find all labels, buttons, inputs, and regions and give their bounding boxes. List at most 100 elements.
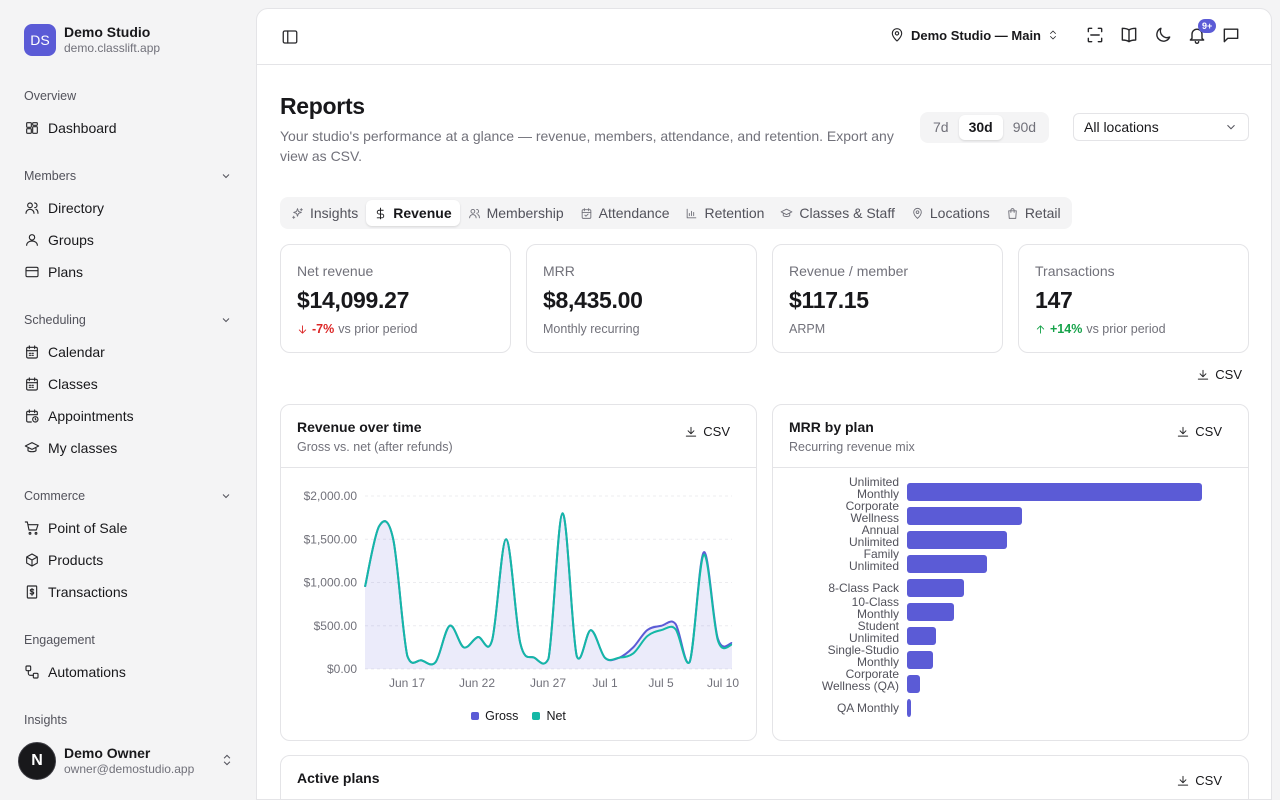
- net-series-line: [364, 512, 733, 666]
- revenue-over-time-card: Revenue over time Gross vs. net (after r…: [280, 404, 757, 741]
- sidebar-item-appointments[interactable]: Appointments: [24, 400, 232, 432]
- nav-group-header[interactable]: Scheduling: [24, 310, 232, 330]
- nav-group-header[interactable]: Commerce: [24, 486, 232, 506]
- range-selector: 7d 30d 90d: [920, 112, 1050, 143]
- kpi-label: Revenue / member: [789, 263, 909, 279]
- tab-retention[interactable]: Retention: [677, 200, 772, 226]
- scan-icon[interactable]: [1085, 25, 1105, 47]
- tab-attendance[interactable]: Attendance: [572, 200, 678, 226]
- page-title: Reports: [280, 93, 365, 119]
- tab-label: Classes & Staff: [799, 205, 895, 221]
- csv-label: CSV: [1195, 773, 1222, 788]
- receipt-icon: [26, 585, 38, 599]
- moon-icon[interactable]: [1153, 25, 1173, 47]
- kpi-value: 147: [1035, 287, 1073, 313]
- sidebar-item-calendar[interactable]: Calendar: [24, 336, 232, 368]
- bell-icon[interactable]: 9+: [1187, 19, 1217, 47]
- sidebar-item-automations[interactable]: Automations: [24, 656, 232, 688]
- y-tick-label: $1,500.00: [304, 532, 358, 546]
- bar-chart-icon: [687, 208, 697, 218]
- user-menu[interactable]: N Demo Owner owner@demostudio.app: [18, 742, 234, 780]
- kpi-label: Transactions: [1035, 263, 1115, 279]
- range-30d-button[interactable]: 30d: [958, 115, 1003, 140]
- legend-item-net: Net: [532, 709, 566, 723]
- tab-locations[interactable]: Locations: [903, 200, 998, 226]
- kpi-subtext: Monthly recurring: [543, 322, 640, 336]
- sidebar-item-plans[interactable]: Plans: [24, 256, 232, 288]
- calendar-icon: [26, 377, 38, 391]
- card-subtitle: Recurring revenue mix: [789, 440, 915, 454]
- y-tick-label: $2,000.00: [304, 489, 358, 503]
- tab-revenue[interactable]: Revenue: [366, 200, 460, 226]
- mrr-bar: [907, 675, 920, 693]
- revenue-line-chart: $0.00 $500.00 $1,000.00 $1,500.00 $2,000.00 J…: [304, 489, 740, 690]
- user-name: Demo Owner: [64, 745, 151, 761]
- sidebar-item-products[interactable]: Products: [24, 544, 232, 576]
- export-csv-button[interactable]: CSV: [1196, 367, 1242, 382]
- nav-group: Insights: [24, 710, 232, 730]
- chevron-down-icon[interactable]: [220, 170, 232, 182]
- export-csv-button[interactable]: CSV: [1176, 424, 1222, 439]
- graduation-cap-icon: [24, 442, 40, 453]
- download-icon: [686, 426, 697, 437]
- sidebar-item-directory[interactable]: Directory: [24, 192, 232, 224]
- sidebar-item-point-of-sale[interactable]: Point of Sale: [24, 512, 232, 544]
- tab-membership[interactable]: Membership: [460, 200, 572, 226]
- category-label: Annual Unlimited: [849, 523, 899, 549]
- tab-label: Attendance: [598, 205, 670, 221]
- active-plans-card: Active plans CSV: [280, 755, 1249, 799]
- kpi-card: MRR $8,435.00 Monthly recurring: [526, 244, 757, 353]
- kpi-value: $8,435.00: [543, 287, 643, 313]
- topbar: Demo Studio — Main 9+: [257, 9, 1271, 65]
- nav-group-header[interactable]: Members: [24, 166, 232, 186]
- range-90d-button[interactable]: 90d: [1012, 119, 1037, 135]
- sparkles-icon: [292, 207, 303, 219]
- sidebar-item-classes[interactable]: Classes: [24, 368, 232, 400]
- book-icon[interactable]: [1119, 25, 1139, 47]
- tab-label: Revenue: [393, 205, 452, 221]
- nav-group-label: Commerce: [24, 489, 86, 503]
- tab-classes-staff[interactable]: Classes & Staff: [772, 200, 902, 226]
- tab-retail[interactable]: Retail: [998, 200, 1069, 226]
- legend-label: Gross: [485, 709, 519, 723]
- chevron-down-icon[interactable]: [220, 314, 232, 326]
- x-tick-label: Jun 17: [389, 676, 425, 690]
- message-icon[interactable]: [1221, 25, 1241, 47]
- mrr-bar: [907, 555, 987, 573]
- brand-switcher[interactable]: DS Demo Studio demo.classlift.app: [24, 24, 160, 56]
- y-tick-label: $0.00: [327, 662, 357, 676]
- kpi-subtext: ARPM: [789, 322, 826, 336]
- export-csv-button[interactable]: CSV: [684, 424, 730, 439]
- sidebar-item-groups[interactable]: Groups: [24, 224, 232, 256]
- sidebar-item-label: Transactions: [48, 584, 128, 600]
- card-title: Revenue over time: [297, 419, 422, 435]
- sidebar-toggle-icon[interactable]: [281, 28, 299, 46]
- export-csv-button[interactable]: CSV: [1176, 773, 1222, 788]
- category-label: QA Monthly: [837, 701, 899, 715]
- location-switcher[interactable]: Demo Studio — Main: [889, 27, 1059, 43]
- map-pin-icon: [913, 207, 922, 219]
- chevron-down-icon[interactable]: [220, 490, 232, 502]
- nav-group: Overview Dashboard: [24, 86, 232, 144]
- chevrons-up-down-icon[interactable]: [220, 753, 234, 770]
- x-tick-label: Jun 22: [459, 676, 495, 690]
- sidebar-item-label: Classes: [48, 376, 98, 392]
- category-label: Unlimited Monthly: [849, 475, 899, 501]
- chevrons-up-down-icon: [1050, 30, 1056, 40]
- legend-label: Net: [546, 709, 566, 723]
- calendar-check-icon: [581, 207, 591, 219]
- sidebar-item-transactions[interactable]: Transactions: [24, 576, 232, 608]
- range-7d-button[interactable]: 7d: [933, 119, 949, 135]
- sidebar-item-dashboard[interactable]: Dashboard: [24, 112, 232, 144]
- download-icon: [1198, 369, 1209, 380]
- avatar: N: [18, 742, 56, 780]
- graduation-cap-icon: [781, 208, 793, 217]
- nav-group-label: Overview: [24, 89, 77, 103]
- cart-icon: [24, 521, 39, 535]
- sidebar-item-my-classes[interactable]: My classes: [24, 432, 232, 464]
- location-filter[interactable]: All locations: [1073, 113, 1249, 141]
- tab-insights[interactable]: Insights: [283, 200, 366, 226]
- nav-group-label: Insights: [24, 713, 68, 727]
- sidebar: DS Demo Studio demo.classlift.app Overvi…: [0, 0, 256, 800]
- tab-label: Membership: [486, 205, 564, 221]
